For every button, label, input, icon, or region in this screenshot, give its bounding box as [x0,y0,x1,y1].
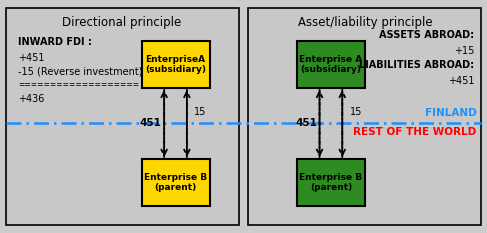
Text: Asset/liability principle: Asset/liability principle [298,16,432,29]
Text: +451: +451 [18,53,44,63]
Text: ===================: =================== [18,81,139,90]
FancyBboxPatch shape [5,8,239,225]
Text: REST OF THE WORLD: REST OF THE WORLD [354,127,477,137]
Text: 15: 15 [350,107,362,117]
FancyBboxPatch shape [297,159,365,206]
FancyBboxPatch shape [297,41,365,88]
Text: +15: +15 [454,46,474,56]
Text: INWARD FDI :: INWARD FDI : [18,37,92,47]
Text: LIABILITIES ABROAD:: LIABILITIES ABROAD: [359,60,474,70]
FancyBboxPatch shape [248,8,482,225]
FancyBboxPatch shape [142,41,209,88]
Text: Enterprise A
(subsidiary): Enterprise A (subsidiary) [300,55,362,74]
Text: Directional principle: Directional principle [62,16,182,29]
Text: Enterprise B
(parent): Enterprise B (parent) [144,173,207,192]
FancyBboxPatch shape [142,159,209,206]
Text: 15: 15 [194,107,206,117]
Text: 451: 451 [140,118,162,128]
Text: 451: 451 [295,118,317,128]
Text: FINLAND: FINLAND [425,108,477,118]
Text: +436: +436 [18,95,44,104]
Text: ASSETS ABROAD:: ASSETS ABROAD: [379,30,474,40]
Text: EnterpriseA
(subsidiary): EnterpriseA (subsidiary) [145,55,206,74]
Text: +451: +451 [448,76,474,86]
Text: Enterprise B
(parent): Enterprise B (parent) [300,173,362,192]
Text: -15 (Reverse investment): -15 (Reverse investment) [18,67,142,77]
